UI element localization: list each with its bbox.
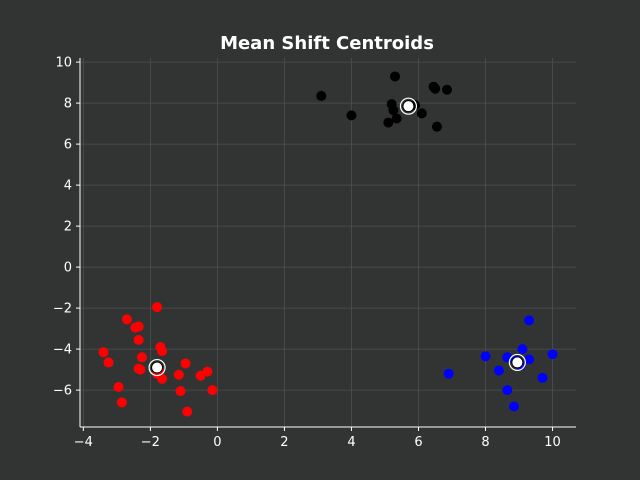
centroid-layer: [148, 97, 526, 377]
y-tick-label: 0: [64, 261, 72, 276]
data-point: [207, 385, 218, 396]
data-point: [524, 354, 535, 365]
points-layer: [98, 71, 558, 417]
data-point: [509, 401, 519, 412]
data-point: [443, 368, 454, 379]
data-point: [98, 347, 109, 358]
data-point: [180, 358, 191, 369]
data-point: [431, 121, 442, 132]
centroid-ring: [508, 353, 526, 372]
x-tick-label: −2: [141, 435, 160, 450]
data-point: [537, 372, 548, 383]
y-tick-label: −2: [53, 302, 72, 317]
y-tick-label: −4: [53, 343, 72, 358]
data-point: [116, 397, 127, 408]
data-point: [388, 105, 399, 116]
x-tick-label: 6: [414, 435, 422, 450]
data-point: [316, 90, 327, 101]
centroid-ring: [148, 358, 166, 377]
data-point: [113, 382, 124, 393]
data-point: [547, 349, 558, 360]
data-point: [157, 373, 168, 384]
y-tick-label: 4: [64, 179, 72, 194]
data-point: [502, 385, 513, 396]
data-point: [391, 113, 402, 124]
x-tick-label: 2: [280, 435, 288, 450]
centroid-marker: [511, 356, 524, 369]
x-tick-label: −4: [74, 435, 93, 450]
y-tick-label: 10: [55, 56, 72, 71]
centroid-ring: [399, 97, 418, 115]
y-tick-label: 6: [64, 138, 72, 153]
y-tick-label: 8: [64, 97, 72, 112]
data-point: [430, 83, 441, 94]
data-point: [195, 370, 206, 381]
data-point: [346, 110, 357, 121]
data-point: [133, 321, 144, 332]
data-point: [480, 351, 491, 362]
data-point: [441, 84, 452, 95]
data-point: [133, 334, 144, 345]
data-point: [175, 386, 186, 397]
data-point: [121, 314, 132, 325]
centroid-marker: [402, 100, 415, 113]
data-point: [524, 315, 535, 326]
data-point: [133, 363, 144, 374]
data-point: [517, 344, 528, 355]
data-point: [182, 406, 193, 417]
data-point: [383, 117, 394, 128]
data-point: [173, 369, 184, 380]
data-point: [137, 352, 147, 363]
data-point: [103, 357, 114, 368]
data-point: [416, 108, 427, 119]
y-tick-label: 2: [64, 220, 72, 235]
data-point: [152, 302, 163, 313]
chart-title: Mean Shift Centroids: [220, 33, 434, 54]
data-point: [390, 71, 401, 82]
x-tick-label: 10: [544, 435, 561, 450]
data-point: [493, 365, 504, 376]
grid-layer: [80, 58, 576, 427]
centroid-marker: [151, 361, 164, 374]
y-tick-label: −6: [53, 384, 72, 399]
x-tick-label: 0: [213, 435, 221, 450]
data-point: [157, 346, 168, 357]
x-tick-label: 8: [481, 435, 489, 450]
axes-layer: −4 −2 0 2 4 6 8 10 −6 −4 −2 0 2 4 6 8 10: [53, 56, 576, 450]
x-tick-label: 4: [347, 435, 355, 450]
